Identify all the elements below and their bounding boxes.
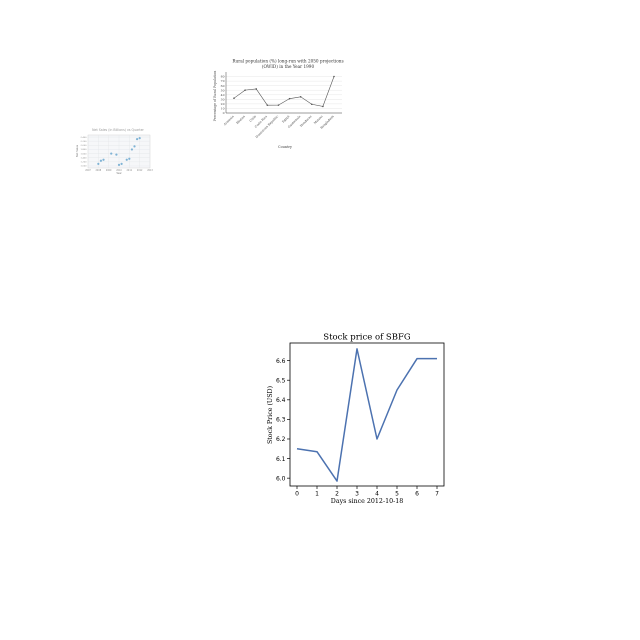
stock-y-tick-label: 6.1 (276, 456, 286, 463)
scatter-point (135, 138, 139, 141)
stock-points (296, 348, 438, 482)
rural-y-tick-label: 50 (221, 88, 225, 92)
scatter-x-tick-label: 2012 (137, 169, 143, 172)
rural-x-tick-label: Armenia (222, 114, 235, 127)
scatter-y-tick-label: 1.000 (81, 166, 88, 168)
stock-y-label: Stock Price (USD) (267, 386, 274, 444)
rural-gridlines (226, 76, 342, 114)
rural-point (244, 89, 246, 91)
rural-population-chart: Rural population (%) long-run with 2050 … (213, 59, 344, 150)
rural-x-tick-label: Chile (248, 114, 257, 123)
rural-x-tick-label: Honduras (299, 114, 313, 128)
stock-x-tick-label: 6 (415, 491, 419, 498)
rural-point (266, 104, 269, 106)
scatter-point (133, 145, 136, 148)
stock-price-chart: Stock price of SBFG 6.06.16.26.36.46.56.… (267, 333, 445, 505)
stock-y-tick-label: 6.3 (276, 417, 286, 424)
scatter-x-tick-label: 2008 (96, 169, 102, 172)
rural-title-line1: Rural population (%) long-run with 2050 … (232, 59, 343, 64)
stock-y-tick-label: 6.0 (276, 475, 286, 482)
scatter-point (99, 159, 103, 162)
scatter-point (128, 157, 131, 160)
scatter-x-tick-label: 2007 (85, 169, 91, 172)
rural-y-tick-label: 40 (221, 93, 225, 97)
stock-plot-frame (289, 342, 445, 487)
rural-point (299, 95, 302, 98)
scatter-gridlines (87, 135, 151, 168)
rural-y-tick-label: 70 (221, 79, 225, 83)
rural-point (288, 97, 291, 100)
scatter-point (117, 163, 121, 167)
scatter-chart: Net Sales (in Billions) vs Quarter 2007 2… (75, 128, 153, 175)
stock-x-tick-label: 7 (435, 491, 439, 498)
rural-point (322, 105, 324, 108)
scatter-y-label: Net Sales (75, 144, 79, 157)
scatter-x-tick-label: 2009 (106, 169, 112, 172)
scatter-y-tick-label: 1.600 (81, 153, 88, 155)
rural-y-tick-label: 0 (223, 111, 225, 115)
stock-x-tick-label: 1 (315, 491, 319, 498)
rural-point (233, 97, 235, 99)
scatter-x-ticks: 2007 2008 2009 2010 2011 2012 2013 (85, 169, 153, 172)
rural-point (255, 88, 258, 90)
scatter-x-tick-label: 2011 (127, 169, 133, 172)
scatter-y-tick-label: 2.000 (81, 145, 88, 147)
rural-x-tick-label: Egypt (281, 114, 291, 124)
scatter-point (125, 158, 128, 161)
scatter-points (97, 136, 141, 167)
stock-series-line (296, 348, 437, 482)
stock-x-tick-label: 4 (375, 491, 379, 498)
stock-x-label: Days since 2012-10-18 (331, 498, 403, 505)
scatter-x-tick-label: 2013 (147, 169, 153, 172)
rural-x-label: Country (278, 145, 292, 149)
stock-title: Stock price of SBFG (323, 333, 411, 343)
stock-y-tick-label: 6.4 (276, 397, 286, 404)
stock-y-tick-label: 6.6 (276, 358, 286, 365)
stock-x-tick-label: 0 (295, 491, 299, 498)
scatter-y-tick-label: 1.200 (81, 162, 88, 164)
stock-y-ticks: 6.0 6.1 6.2 6.3 6.4 6.5 6.6 (276, 358, 290, 482)
scatter-point (102, 158, 105, 161)
stock-x-tick-label: 3 (355, 491, 359, 498)
scatter-point (120, 162, 123, 165)
rural-title-line2: (OWID) in the Year 1990 (262, 64, 315, 69)
rural-y-tick-label: 20 (221, 102, 225, 106)
scatter-point (110, 152, 113, 155)
scatter-x-label: Year (116, 171, 122, 175)
stock-x-tick-label: 5 (395, 491, 399, 498)
scatter-x-tick-label: 2010 (116, 169, 122, 172)
scatter-y-ticks: 1.000 1.200 1.400 1.600 1.800 2.000 2.200 2.400 (81, 137, 88, 168)
scatter-point (115, 153, 118, 156)
rural-y-tick-label: 30 (221, 97, 225, 101)
rural-series-line (233, 76, 335, 107)
stock-x-ticks: 0 1 2 3 4 5 6 7 (295, 486, 439, 498)
scatter-point (97, 162, 100, 165)
scatter-y-tick-label: 1.800 (81, 149, 88, 151)
scatter-y-tick-label: 2.400 (81, 137, 88, 139)
scatter-y-tick-label: 1.400 (81, 157, 88, 159)
stock-y-tick-label: 6.5 (276, 377, 286, 384)
rural-x-tick-label: Malawi (313, 114, 324, 125)
rural-point (333, 75, 335, 78)
scatter-point (138, 136, 141, 140)
rural-y-tick-label: 80 (221, 75, 225, 79)
rural-point (277, 104, 280, 106)
rural-points (233, 75, 335, 108)
stock-y-tick-label: 6.2 (276, 436, 286, 443)
stock-x-tick-label: 2 (335, 491, 339, 498)
scatter-title: Net Sales (in Billions) vs Quarter (92, 128, 144, 132)
rural-x-tick-label: Bhutan (235, 114, 246, 125)
rural-point (310, 103, 313, 106)
rural-y-tick-label: 10 (221, 107, 225, 111)
scatter-y-tick-label: 2.200 (81, 141, 88, 143)
rural-y-tick-label: 60 (221, 84, 225, 88)
rural-y-label: Percentage of Rural Population (213, 71, 217, 122)
scatter-point (130, 148, 134, 151)
